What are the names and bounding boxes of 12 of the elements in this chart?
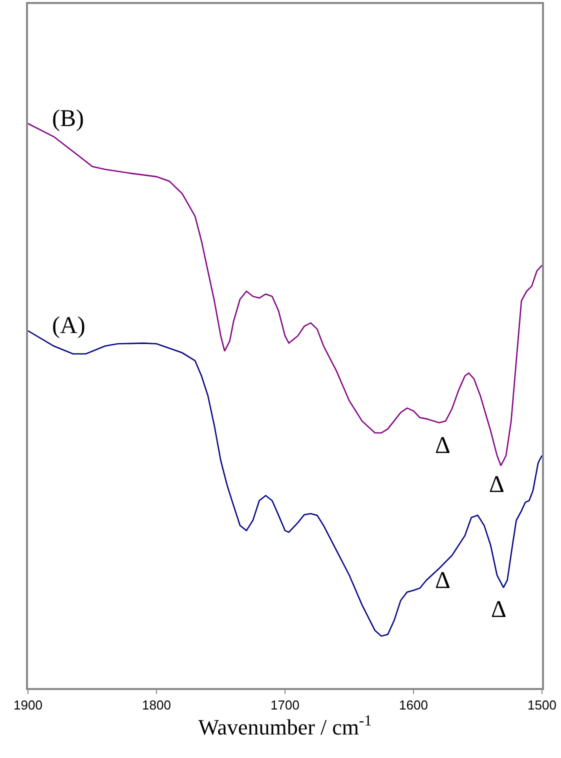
annotation: Δ xyxy=(489,472,504,498)
x-tick-label: 1700 xyxy=(270,697,300,712)
annotation: Δ xyxy=(491,597,506,623)
x-axis-title: Wavenumber / cm$^{-1}$ xyxy=(198,712,372,740)
x-tick-label: 1900 xyxy=(14,697,42,712)
annotation: Δ xyxy=(435,433,450,459)
annotation: Δ xyxy=(435,568,450,594)
x-tick-label: 1500 xyxy=(528,697,556,712)
series-label: (B) xyxy=(52,106,84,132)
x-tick-label: 1600 xyxy=(399,697,428,712)
series-label: (A) xyxy=(52,313,86,339)
x-tick-label: 1800 xyxy=(142,697,171,712)
